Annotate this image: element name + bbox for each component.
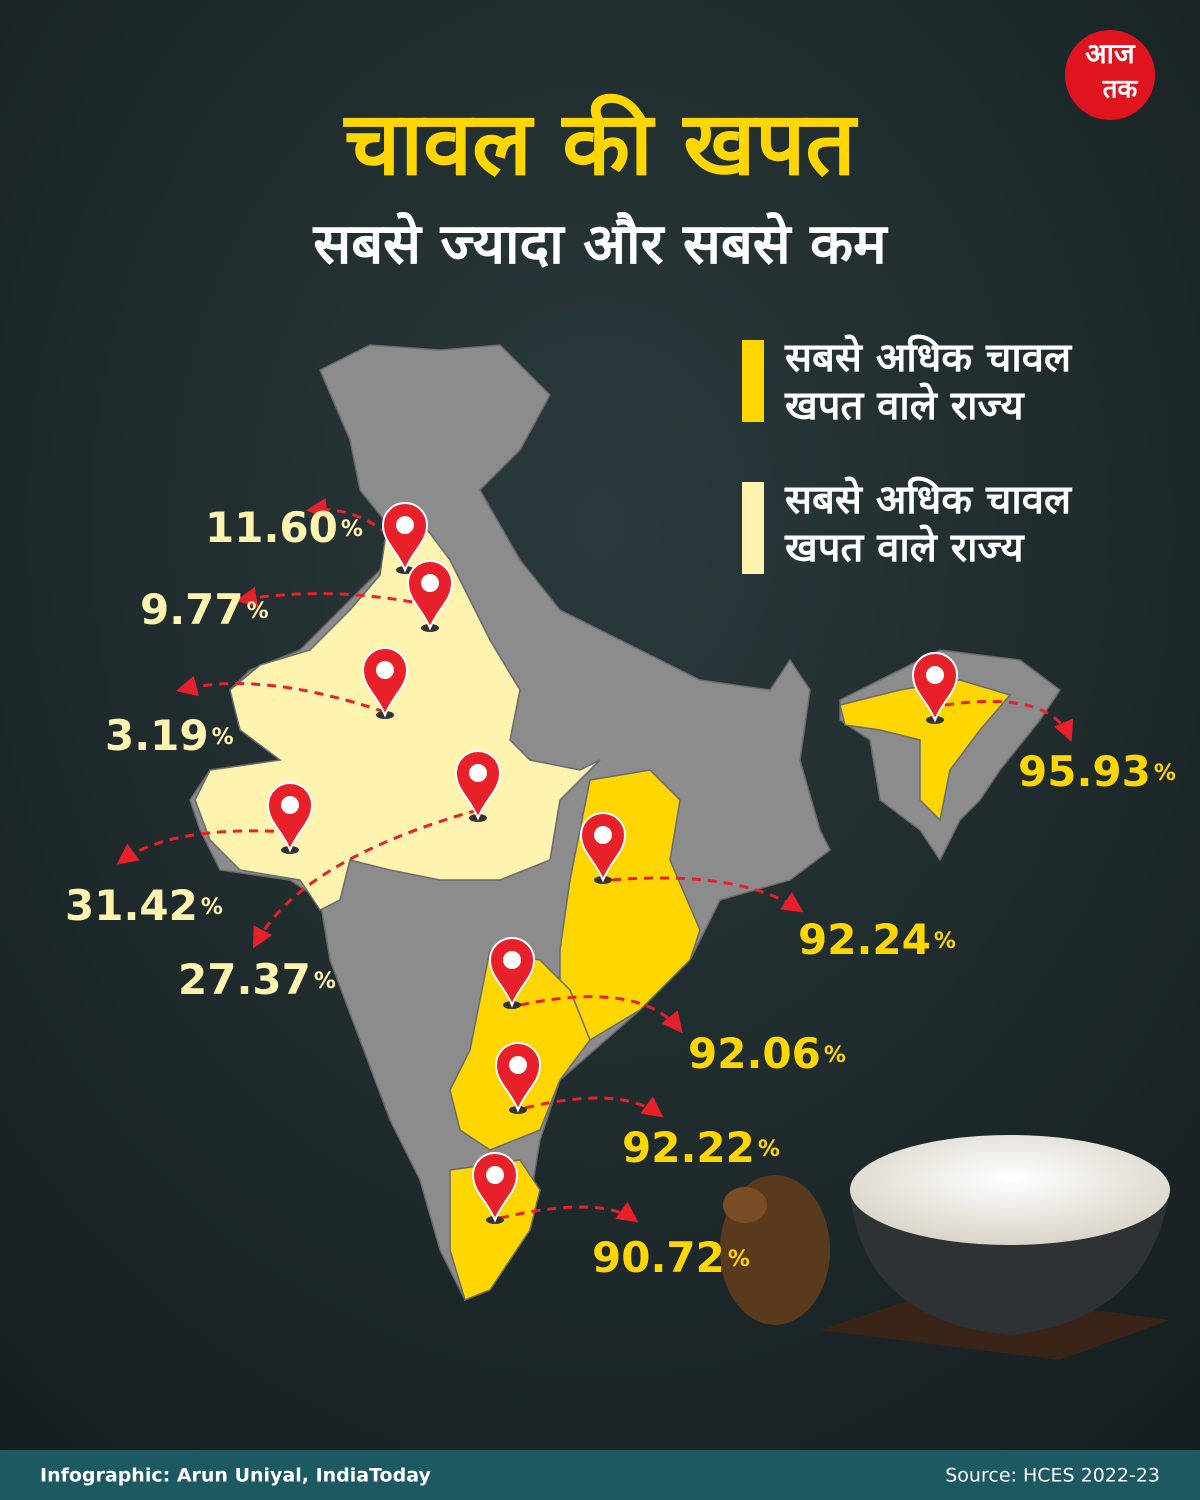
pin <box>406 560 454 631</box>
pin-dot <box>594 826 612 844</box>
map-label-unit: % <box>824 1043 846 1068</box>
pin-dot <box>469 764 487 782</box>
pin <box>454 750 502 821</box>
map-label: 9.77% <box>140 585 269 634</box>
map-label: 92.06% <box>688 1029 846 1078</box>
map-label-value: 95.93 <box>1018 747 1151 796</box>
map-label-value: 92.24 <box>798 915 931 964</box>
pin <box>361 647 409 718</box>
legend: सबसे अधिक चावल खपत वाले राज्य सबसे अधिक … <box>742 334 1073 574</box>
map-label-value: 31.42 <box>65 881 198 930</box>
logo-text: तक <box>1102 75 1139 105</box>
map-label-value: 9.77 <box>140 585 244 634</box>
map-label-value: 92.06 <box>688 1029 821 1078</box>
logo-circle <box>1065 30 1155 120</box>
map-label: 3.19% <box>105 711 234 760</box>
map-label-value: 92.22 <box>622 1123 755 1172</box>
pin <box>471 1152 519 1223</box>
arrow <box>253 808 479 949</box>
map-label: 92.22% <box>622 1123 780 1172</box>
legend-text: खपत वाले राज्य <box>784 524 1025 571</box>
map-label: 95.93% <box>1018 747 1176 796</box>
arrow <box>524 1096 664 1118</box>
pin <box>266 782 314 853</box>
map-label: 11.60% <box>205 503 363 552</box>
subtitle: सबसे ज्यादा और सबसे कम <box>312 211 889 277</box>
pin-dot <box>421 574 439 592</box>
map-label-value: 3.19 <box>105 711 209 760</box>
arrow <box>944 699 1074 742</box>
footer-credit: Infographic: Arun Uniyal, IndiaToday <box>40 1465 431 1487</box>
pin-dot <box>396 516 414 534</box>
arrow <box>305 497 402 547</box>
pin <box>911 652 959 723</box>
map-label-unit: % <box>934 929 956 954</box>
map-label: 90.72% <box>592 1233 750 1282</box>
map-label-unit: % <box>247 599 269 624</box>
pin-dot <box>281 796 299 814</box>
footer-source: Source: HCES 2022-23 <box>945 1465 1160 1487</box>
arrow <box>499 1201 639 1223</box>
arrow <box>175 675 386 714</box>
arrow <box>116 829 291 865</box>
arrow <box>235 586 429 608</box>
legend-text: खपत वाले राज्य <box>784 382 1025 429</box>
title: चावल की खपत <box>342 92 858 195</box>
map-label: 31.42% <box>65 881 223 930</box>
map-label-unit: % <box>212 725 234 750</box>
map-label-value: 11.60 <box>205 503 338 552</box>
pin-dot <box>376 661 394 679</box>
pin-dot <box>486 1166 504 1184</box>
arrow <box>519 995 683 1034</box>
map-markers: 11.60 %9.77 %3.19 %31.42 %27.37 %92.24 %92.06%… <box>65 497 1176 1282</box>
high-region <box>449 1159 541 1302</box>
pin <box>494 1042 542 1113</box>
map-label-unit: % <box>314 969 336 994</box>
map-label-unit: % <box>728 1247 750 1272</box>
pin-dot <box>503 951 521 969</box>
rice <box>850 1135 1170 1245</box>
pin-dot <box>926 666 944 684</box>
pin <box>381 502 429 573</box>
legend-swatch <box>742 340 764 422</box>
logo-text: आज <box>1085 37 1136 70</box>
rice-bowl <box>720 1135 1170 1360</box>
map-label-value: 27.37 <box>178 955 311 1004</box>
pin <box>579 812 627 883</box>
map-label-unit: % <box>341 517 363 542</box>
map-label-unit: % <box>758 1137 780 1162</box>
map-label: 92.24% <box>798 915 956 964</box>
map-label-unit: % <box>201 895 223 920</box>
lid-knob <box>723 1187 767 1223</box>
map-label-unit: % <box>1154 761 1176 786</box>
footer-bar <box>0 1450 1200 1500</box>
legend-text: सबसे अधिक चावल <box>784 334 1073 381</box>
pin <box>488 937 536 1008</box>
legend-swatch <box>742 482 764 574</box>
legend-text: सबसे अधिक चावल <box>784 476 1073 523</box>
logo: आज तक <box>1065 30 1155 120</box>
map-label-value: 90.72 <box>592 1233 725 1282</box>
pin-dot <box>509 1056 527 1074</box>
map-label: 27.37% <box>178 955 336 1004</box>
